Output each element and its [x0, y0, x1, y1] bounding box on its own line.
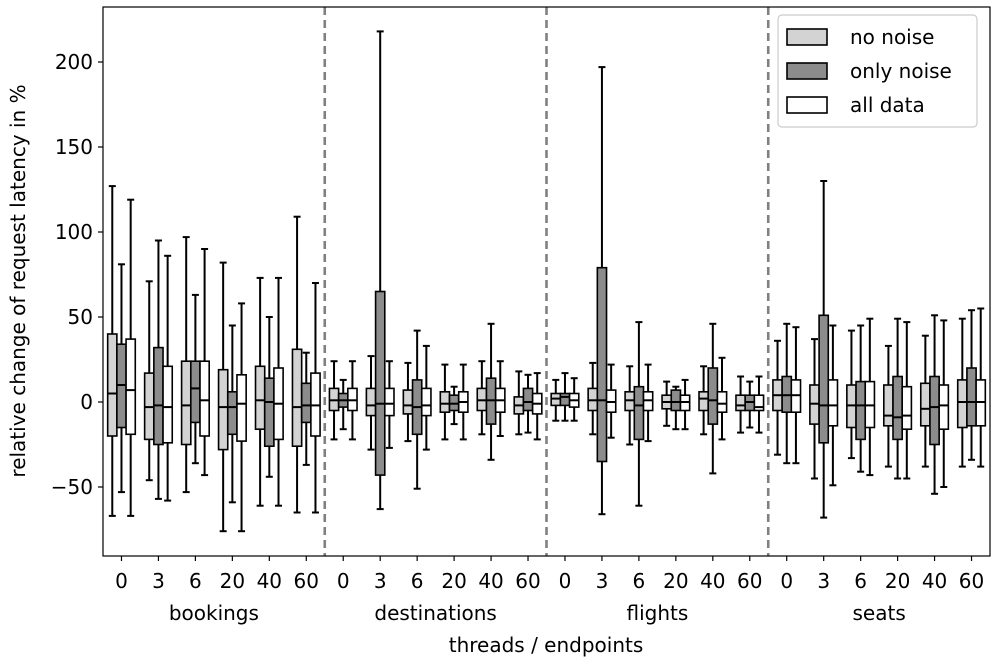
x-tick-label: 40	[922, 569, 947, 593]
x-tick-label: 60	[294, 569, 319, 593]
group-label: seats	[853, 601, 906, 625]
legend-swatch	[786, 62, 828, 80]
x-tick-label: 40	[257, 569, 282, 593]
box-0	[439, 390, 451, 413]
y-tick-label: 0	[80, 390, 93, 414]
box-2	[716, 390, 728, 413]
x-axis-label: threads / endpoints	[449, 633, 644, 657]
x-tick-label: 3	[817, 569, 830, 593]
y-tick-label: −50	[51, 475, 93, 499]
box-1	[300, 382, 312, 424]
box-1	[263, 377, 275, 448]
box-1	[855, 380, 867, 441]
x-tick-label: 3	[374, 569, 387, 593]
y-axis-label: relative change of request latency in %	[6, 84, 30, 477]
x-tick-label: 20	[220, 569, 245, 593]
box-1	[153, 346, 164, 446]
box-0	[291, 348, 303, 447]
box-1	[707, 367, 719, 425]
box-2	[827, 379, 839, 427]
box-2	[199, 360, 210, 437]
legend: no noise only noise all data	[777, 14, 978, 128]
box-0	[254, 365, 266, 430]
legend-label: no noise	[850, 25, 934, 49]
x-tick-label: 60	[515, 569, 540, 593]
box-0	[735, 394, 746, 412]
x-tick-label: 6	[633, 569, 646, 593]
group-label: flights	[626, 601, 688, 625]
box-0	[180, 360, 192, 446]
group-label: bookings	[169, 601, 259, 625]
y-tick-label: 50	[68, 305, 93, 329]
x-tick-label: 20	[663, 569, 688, 593]
box-2	[236, 373, 247, 442]
box-0	[365, 387, 377, 417]
x-tick-label: 6	[411, 569, 424, 593]
x-tick-label: 60	[737, 569, 762, 593]
box-0	[698, 390, 710, 412]
box-1	[966, 367, 977, 427]
x-tick-label: 0	[780, 569, 793, 593]
box-1	[892, 375, 904, 441]
box-0	[217, 368, 229, 451]
box-1	[596, 266, 608, 463]
x-tick-label: 40	[700, 569, 725, 593]
box-1	[818, 314, 830, 444]
y-axis: −50 0 50 100 150 200	[51, 50, 103, 499]
box-0	[956, 379, 968, 429]
box-2	[901, 385, 913, 431]
x-tick-label: 3	[596, 569, 609, 593]
box-1	[633, 385, 645, 441]
box-2	[938, 384, 950, 431]
box-2	[162, 365, 174, 444]
box-1	[189, 360, 201, 424]
box-0	[106, 333, 118, 437]
x-tick-label: 3	[152, 569, 165, 593]
box-0	[402, 389, 414, 415]
plot-frame	[102, 6, 991, 557]
box-1	[670, 389, 682, 412]
box-2	[383, 387, 395, 417]
legend-swatch	[786, 96, 828, 114]
x-tick-label: 6	[854, 569, 867, 593]
x-tick-label: 20	[885, 569, 910, 593]
box-plot-marks	[106, 30, 987, 533]
x-tick-label: 6	[189, 569, 202, 593]
x-tick-label: 0	[115, 569, 128, 593]
box-2	[753, 394, 765, 412]
group-separators	[323, 7, 770, 556]
box-2	[420, 387, 432, 417]
box-1	[929, 375, 940, 446]
x-tick-label: 0	[337, 569, 350, 593]
y-tick-label: 100	[55, 220, 93, 244]
group-label: destinations	[374, 601, 496, 625]
box-0	[883, 384, 894, 427]
box-1	[522, 387, 534, 412]
legend-label: all data	[850, 93, 925, 117]
x-tick-label: 20	[441, 569, 466, 593]
legend-label: only noise	[850, 59, 952, 83]
y-tick-label: 150	[55, 135, 93, 159]
box-1	[374, 290, 386, 476]
box-0	[919, 382, 931, 427]
x-tick-label: 60	[959, 569, 984, 593]
box-1	[226, 390, 238, 436]
x-tick-label: 40	[478, 569, 503, 593]
y-tick-label: 200	[55, 50, 93, 74]
box-2	[125, 338, 137, 436]
x-tick-label: 0	[559, 569, 572, 593]
legend-swatch	[786, 28, 828, 46]
box-1	[559, 392, 571, 407]
